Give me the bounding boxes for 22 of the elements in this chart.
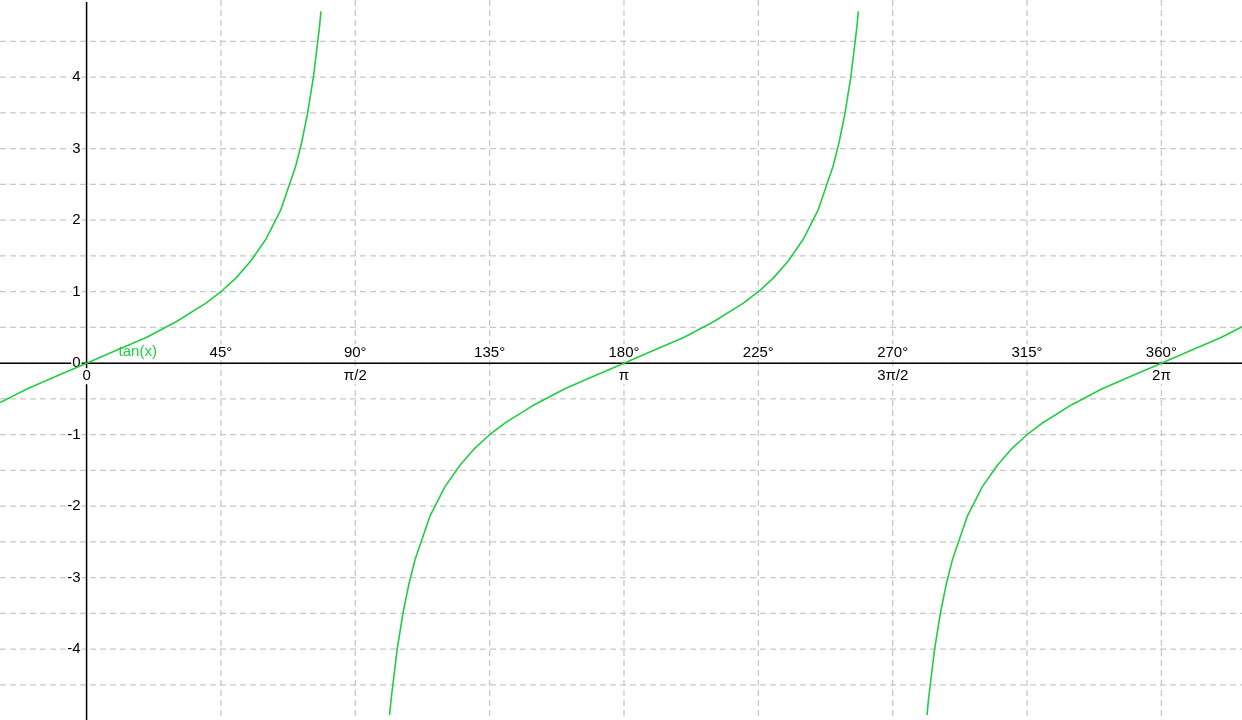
x2-tick-label: π/2 — [343, 365, 367, 383]
y-tick-label: -1 — [67, 424, 81, 442]
x-tick-label: 90° — [343, 342, 367, 360]
y-tick-label: 3 — [72, 138, 81, 156]
x2-tick-label: 2π — [1152, 365, 1171, 383]
x-tick-label: 315° — [1011, 342, 1043, 360]
y-tick-label: 0 — [72, 353, 81, 371]
y-tick-label: -4 — [67, 639, 81, 657]
x-tick-label: 180° — [608, 342, 640, 360]
x-tick-label: 360° — [1145, 342, 1177, 360]
x-tick-label: 225° — [742, 342, 774, 360]
y-tick-label: -2 — [67, 496, 81, 514]
y-tick-label: 1 — [72, 281, 81, 299]
x2-tick-label: π — [618, 365, 630, 383]
x-tick-label: 270° — [877, 342, 909, 360]
x2-tick-label: 3π/2 — [877, 365, 909, 383]
series-label: tan(x) — [118, 341, 157, 359]
x-tick-label: 45° — [209, 342, 233, 360]
y-tick-label: 2 — [72, 210, 81, 228]
y-tick-label: -3 — [67, 567, 81, 585]
x-tick-label: 135° — [474, 342, 506, 360]
y-tick-label: 4 — [72, 67, 81, 85]
